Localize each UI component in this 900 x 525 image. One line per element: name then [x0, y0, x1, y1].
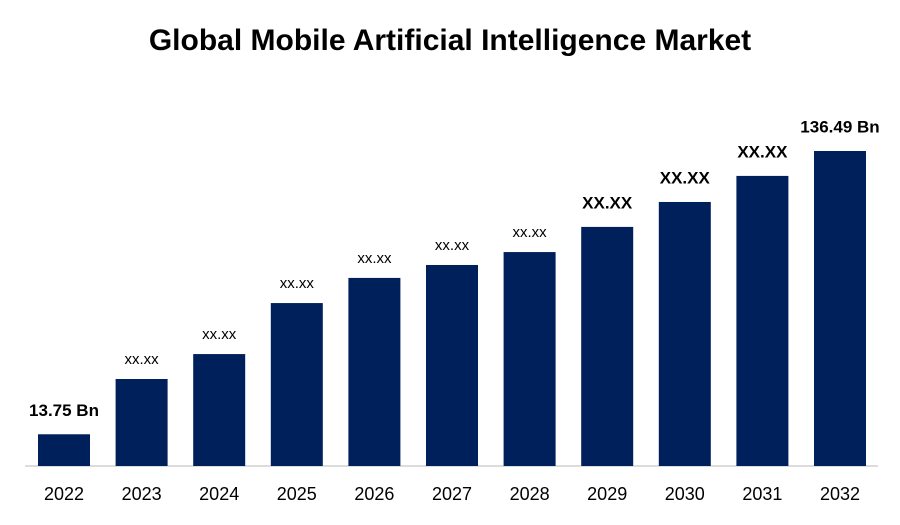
value-label: xx.xx — [202, 326, 237, 343]
x-tick-label: 2029 — [587, 484, 627, 504]
x-tick-label: 2032 — [820, 484, 860, 504]
value-label: 13.75 Bn — [29, 401, 99, 420]
value-label: XX.XX — [660, 168, 711, 187]
bar — [503, 252, 556, 466]
x-tick-label: 2031 — [742, 484, 782, 504]
bar — [270, 303, 323, 466]
x-tick-label: 2026 — [354, 484, 394, 504]
value-label: XX.XX — [737, 142, 788, 161]
value-label: xx.xx — [435, 237, 470, 254]
x-tick-label: 2024 — [199, 484, 239, 504]
bar — [658, 201, 711, 466]
bar — [115, 378, 168, 466]
x-tick-label: 2022 — [44, 484, 84, 504]
bar — [814, 151, 866, 466]
x-tick-label: 2023 — [122, 484, 162, 504]
bar — [193, 354, 246, 466]
value-label: XX.XX — [582, 193, 633, 212]
value-label: xx.xx — [513, 224, 548, 241]
value-label: xx.xx — [357, 250, 392, 267]
bar — [736, 175, 789, 466]
value-label: xx.xx — [125, 351, 160, 368]
value-label: xx.xx — [280, 275, 315, 292]
bar — [348, 277, 401, 466]
bar — [581, 226, 634, 466]
x-tick-label: 2027 — [432, 484, 472, 504]
value-label: 136.49 Bn — [800, 117, 879, 136]
x-tick-label: 2028 — [510, 484, 550, 504]
bar — [426, 264, 478, 466]
x-tick-label: 2025 — [277, 484, 317, 504]
chart-title: Global Mobile Artificial Intelligence Ma… — [149, 24, 751, 57]
bar — [38, 434, 90, 466]
x-tick-label: 2030 — [665, 484, 705, 504]
